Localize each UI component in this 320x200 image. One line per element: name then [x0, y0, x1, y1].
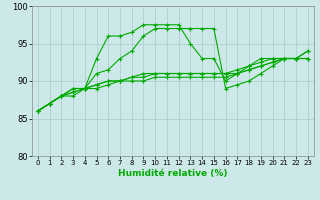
- X-axis label: Humidité relative (%): Humidité relative (%): [118, 169, 228, 178]
